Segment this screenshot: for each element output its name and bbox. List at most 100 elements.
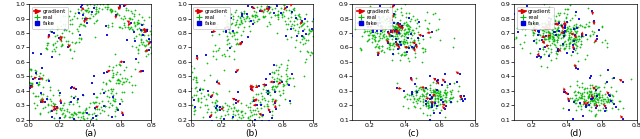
Point <box>257 95 267 97</box>
Point <box>378 34 388 36</box>
Point <box>568 64 579 66</box>
Point <box>146 52 156 54</box>
Point <box>193 99 203 101</box>
Point <box>594 96 604 98</box>
Point <box>548 36 559 38</box>
Point <box>33 84 43 86</box>
Point <box>547 42 557 44</box>
Point <box>537 22 547 24</box>
Point <box>211 50 221 53</box>
Point <box>378 15 388 17</box>
Point <box>31 72 41 74</box>
Point <box>190 86 200 89</box>
Point <box>106 8 116 10</box>
Point <box>309 35 319 38</box>
Point <box>372 30 382 32</box>
Point <box>578 103 588 105</box>
Point <box>572 45 582 47</box>
Point <box>108 96 118 98</box>
Point <box>307 28 317 30</box>
Point <box>67 113 77 115</box>
Point <box>581 54 591 56</box>
Point <box>394 25 404 27</box>
Point <box>388 28 398 30</box>
Point <box>91 118 101 120</box>
Point <box>232 119 242 121</box>
Point <box>429 90 440 92</box>
Point <box>546 59 556 61</box>
Point <box>560 31 570 34</box>
Point <box>372 45 383 48</box>
Point <box>205 74 215 76</box>
Point <box>262 10 272 12</box>
Point <box>592 38 602 40</box>
Point <box>141 30 151 32</box>
Point <box>398 40 408 42</box>
Point <box>227 29 237 32</box>
Point <box>447 97 458 99</box>
Point <box>63 111 74 113</box>
Point <box>106 88 116 91</box>
Point <box>518 27 528 29</box>
Point <box>40 105 50 108</box>
Point <box>138 19 148 21</box>
Point <box>551 57 561 59</box>
Point <box>417 61 427 63</box>
Point <box>226 17 236 19</box>
Point <box>123 26 133 28</box>
Point <box>175 72 185 74</box>
Point <box>562 52 572 54</box>
Point <box>211 116 221 119</box>
Point <box>587 98 597 100</box>
Point <box>95 3 105 5</box>
Point <box>187 71 197 73</box>
Point <box>386 29 396 31</box>
Point <box>417 95 427 97</box>
Point <box>425 84 435 86</box>
Point <box>531 41 541 43</box>
Point <box>437 97 447 99</box>
Point <box>440 92 451 94</box>
Point <box>228 110 238 112</box>
Point <box>264 21 274 23</box>
Point <box>597 41 607 43</box>
Point <box>214 106 225 108</box>
Point <box>128 29 138 31</box>
Point <box>212 81 222 83</box>
Point <box>115 80 125 82</box>
Point <box>215 117 225 119</box>
Point <box>575 42 586 45</box>
Point <box>425 94 435 96</box>
Point <box>55 35 65 37</box>
Point <box>598 86 609 88</box>
Point <box>415 34 426 36</box>
Point <box>410 52 420 54</box>
Point <box>185 79 195 82</box>
Point <box>390 38 401 41</box>
Point <box>378 35 388 38</box>
Point <box>223 26 233 28</box>
Point <box>511 36 521 39</box>
Point <box>244 125 254 128</box>
Point <box>396 26 406 28</box>
Point <box>394 40 404 43</box>
Point <box>577 86 588 88</box>
Point <box>75 119 85 121</box>
Point <box>426 94 436 97</box>
Point <box>297 38 307 40</box>
Point <box>49 48 59 50</box>
Point <box>236 13 246 15</box>
Point <box>196 97 206 99</box>
Point <box>548 22 559 24</box>
Point <box>604 94 614 96</box>
Point <box>65 48 75 51</box>
Point <box>283 59 293 61</box>
Point <box>382 15 392 17</box>
Point <box>243 5 253 8</box>
Point <box>367 37 377 39</box>
Point <box>563 8 573 10</box>
Point <box>410 19 420 21</box>
Point <box>277 16 287 18</box>
Point <box>52 40 62 42</box>
Point <box>77 115 88 117</box>
